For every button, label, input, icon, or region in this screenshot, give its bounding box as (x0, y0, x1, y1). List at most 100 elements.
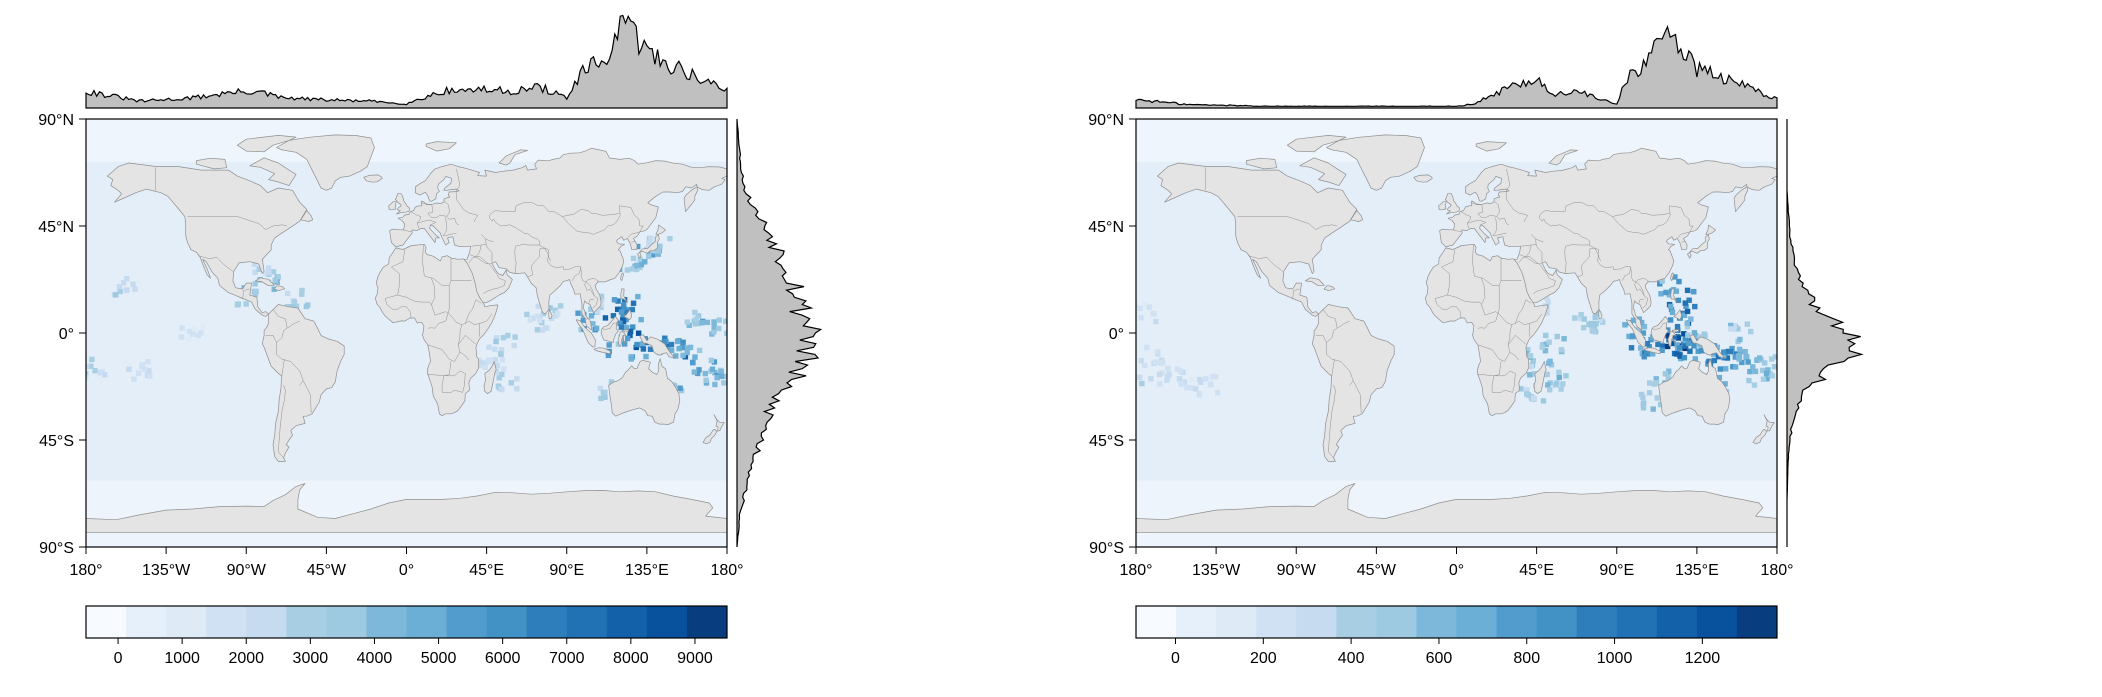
country-border (1467, 219, 1487, 226)
hotspot-cell (1682, 343, 1689, 349)
hotspot-cell (1657, 281, 1663, 287)
borders-layer (1205, 167, 1694, 458)
country-border (1634, 317, 1639, 320)
hotspot-cell (1681, 331, 1687, 337)
hotspot-cell (1667, 292, 1673, 298)
hotspot-cell (1177, 368, 1184, 374)
country-border (1518, 256, 1543, 265)
landmass-madagascar (483, 361, 497, 394)
landmass-south-america (261, 304, 345, 462)
lat-tick-label: 90°N (1088, 112, 1124, 129)
hotspot-cell (602, 315, 609, 321)
hotspot-cell (116, 283, 123, 290)
colorbar-swatch (686, 606, 728, 638)
hotspot-cell (703, 377, 709, 384)
colorbar-swatch (1416, 606, 1457, 638)
hotspot-cell (1628, 345, 1635, 351)
landmass-victoria-island (1246, 157, 1278, 170)
hotspot-cell (492, 346, 498, 352)
hotspot-cell (120, 280, 127, 286)
colorbar-swatch (326, 606, 367, 638)
country-border (457, 335, 477, 346)
hotspot-cell (1743, 353, 1749, 360)
country-border (442, 217, 457, 236)
country-border (402, 229, 412, 233)
country-border (1496, 216, 1510, 226)
hotspot-cell (492, 357, 498, 363)
landmass-africa (374, 243, 499, 417)
hotspot-cell (629, 266, 636, 272)
hotspot-cell (1683, 303, 1689, 309)
hotspot-cell (1682, 300, 1688, 306)
landmass-ireland (1438, 201, 1447, 211)
hotspot-cell (1164, 377, 1170, 383)
hotspot-cell (1526, 372, 1533, 378)
hotspot-cell (1208, 382, 1214, 388)
hotspot-cell (1728, 322, 1734, 329)
hotspot-cell (86, 371, 89, 377)
country-border (242, 288, 250, 299)
hotspot-cell (253, 288, 259, 295)
hotspot-cell (145, 358, 151, 365)
hotspot-cell (1546, 339, 1552, 345)
landmass-sri-lanka (1598, 309, 1603, 320)
lon-tick-label: 135°E (625, 562, 669, 579)
hotspot-cell (643, 353, 649, 360)
hotspot-cell (630, 324, 636, 330)
colorbar-swatch (1536, 606, 1578, 638)
hotspot-cell (1165, 365, 1171, 372)
country-border (1326, 320, 1354, 386)
hotspot-cell (1735, 326, 1741, 332)
hotspot-cell (1732, 354, 1739, 360)
hotspot-cell (645, 240, 652, 247)
colorbar-label: 4000 (357, 650, 393, 667)
hotspot-cell (1769, 373, 1776, 379)
hotspot-cell (1667, 317, 1674, 323)
hotspot-cell (1547, 387, 1553, 393)
hotspot-cell (1154, 349, 1161, 355)
hotspot-cell (1759, 367, 1766, 374)
hotspot-cell (186, 336, 193, 342)
landmass-japan-hokkaido (655, 224, 666, 235)
hotspot-cell (1597, 317, 1603, 323)
hotspot-cell (88, 363, 94, 369)
hotspot-cell (1684, 324, 1691, 330)
hotspot-cell (709, 366, 716, 372)
country-border (1638, 298, 1645, 303)
hotspot-cell (1641, 323, 1648, 330)
hotspot-cell (252, 291, 259, 297)
hotspot-cell (527, 317, 533, 323)
hotspot-cell (126, 366, 132, 372)
lat-tick-label: 45°S (1089, 433, 1124, 450)
hotspot-cell (633, 266, 640, 273)
hotspot-cell (602, 394, 608, 401)
hotspot-cell (639, 341, 646, 347)
hotspot-cell (1184, 384, 1190, 391)
colorbar-frame (1135, 605, 1778, 639)
landmass-uk (1444, 193, 1460, 215)
hotspot-cell (1153, 318, 1159, 325)
landmass-taiwan (1670, 272, 1674, 282)
colorbar-label: 6000 (485, 650, 521, 667)
landmass-newfoundland (1350, 210, 1364, 222)
hotspot-cell (498, 386, 504, 393)
country-border (384, 298, 412, 318)
hotspot-cell (131, 376, 137, 382)
hotspot-cell (1701, 331, 1707, 337)
hotspot-cell (668, 347, 675, 354)
hotspot-cell (1763, 370, 1770, 377)
hotspot-cell (662, 335, 668, 341)
colorbar-swatch (1176, 606, 1217, 638)
hotspot-cell (1685, 332, 1691, 338)
hotspot-cell (534, 313, 540, 320)
hotspot-cell (618, 324, 625, 330)
hotspot-cell (1662, 371, 1669, 377)
hotspot-cell (265, 265, 272, 271)
colorbar-swatch (446, 606, 488, 638)
hotspot-cell (92, 367, 98, 374)
landmass-new-zealand-south (1752, 428, 1768, 445)
hotspot-cell (1636, 316, 1643, 322)
hotspot-cell (624, 267, 631, 273)
hotspot-cell (721, 380, 727, 386)
hotspot-cell (664, 344, 670, 350)
